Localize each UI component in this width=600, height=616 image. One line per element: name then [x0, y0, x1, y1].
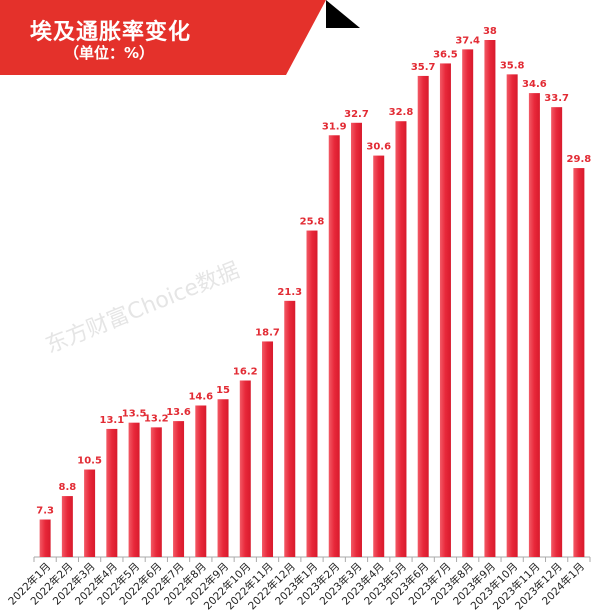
bar: [373, 155, 385, 558]
bar: [350, 122, 362, 558]
data-label: 25.8: [300, 217, 325, 228]
data-label: 7.3: [36, 506, 54, 517]
data-label: 37.4: [455, 35, 480, 46]
data-label: 35.7: [411, 62, 436, 73]
data-label: 34.6: [522, 79, 547, 90]
data-label: 35.8: [500, 60, 525, 71]
data-label: 29.8: [567, 154, 592, 165]
bar: [150, 427, 162, 557]
data-label: 36.5: [433, 49, 458, 60]
data-label: 18.7: [255, 327, 280, 338]
bar: [217, 399, 229, 557]
bar: [173, 421, 185, 557]
bar: [328, 135, 340, 557]
bar: [195, 405, 207, 557]
bar: [395, 121, 407, 557]
data-label: 13.5: [122, 409, 147, 420]
bar: [573, 168, 585, 557]
data-label: 14.6: [188, 391, 213, 402]
bar: [439, 63, 451, 557]
bar: [528, 93, 540, 557]
bar: [106, 428, 118, 557]
bar: [484, 40, 496, 557]
bar: [462, 49, 474, 557]
data-label: 33.7: [544, 93, 569, 104]
data-label: 15: [216, 385, 230, 396]
chart-subtitle: （单位：%）: [64, 44, 155, 62]
data-label: 30.6: [366, 142, 391, 153]
data-label: 32.8: [389, 107, 414, 118]
bar: [284, 300, 296, 557]
bar: [84, 469, 96, 557]
bar: [506, 74, 518, 557]
title-banner: [0, 0, 360, 75]
bar: [239, 380, 251, 557]
bar: [417, 75, 429, 557]
data-label: 10.5: [77, 456, 102, 467]
data-label: 32.7: [344, 109, 369, 120]
chart-title: 埃及通胀率变化: [30, 20, 192, 45]
data-label: 13.2: [144, 413, 169, 424]
bar: [128, 422, 140, 557]
bar: [39, 519, 51, 557]
data-label: 31.9: [322, 121, 347, 132]
bar: [61, 496, 73, 557]
data-label: 8.8: [59, 482, 77, 493]
bar: [262, 341, 274, 557]
data-label: 13.1: [99, 415, 124, 426]
bar: [306, 230, 318, 557]
bar: [551, 107, 563, 557]
data-label: 16.2: [233, 367, 258, 378]
data-label: 21.3: [277, 287, 302, 298]
data-label: 13.6: [166, 407, 191, 418]
data-label: 38: [483, 26, 497, 37]
